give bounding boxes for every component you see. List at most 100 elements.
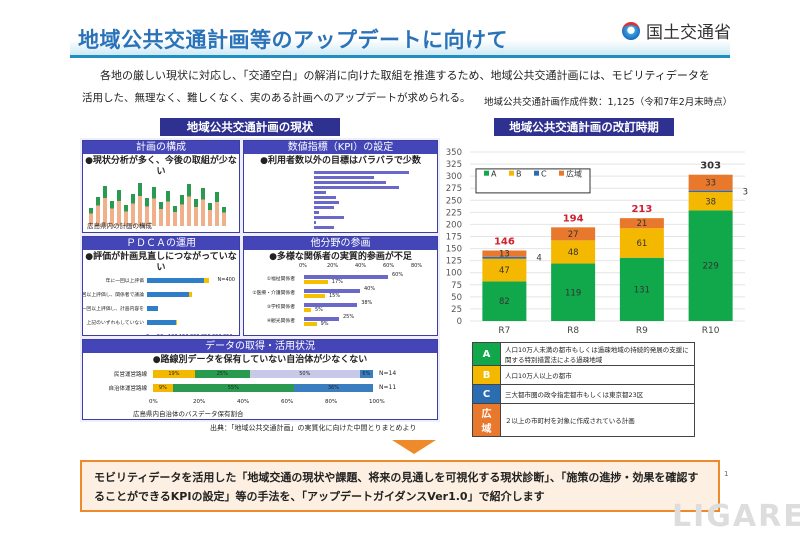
y-tick-label: 150 <box>446 245 462 255</box>
share-segment: 36% <box>293 384 373 392</box>
total-label: 146 <box>494 237 515 248</box>
mini-bar <box>314 211 319 214</box>
x-tick-label: 200 <box>190 334 200 335</box>
ministry-name: 国土交通省 <box>646 23 731 43</box>
pdca-row-label: 上記のいずれもしていない <box>86 321 144 326</box>
bar-segment-C <box>688 190 733 193</box>
y-tick-label: 225 <box>446 208 462 218</box>
x-tick-label: 100 <box>168 334 178 335</box>
panel-header: 計画の構成 <box>83 141 239 154</box>
mini-bar <box>314 176 374 179</box>
x-tick-label: 80% <box>325 399 338 405</box>
x-tick-label: 20% <box>193 399 206 405</box>
x-tick-label: 20% <box>327 263 339 269</box>
x-tick-label: 50 <box>157 334 163 335</box>
conclusion-box: モビリティデータを活用した「地域交通の現状や課題、将来の見通しを可視化する現状診… <box>80 460 720 512</box>
data-label: 3 <box>743 187 748 197</box>
ministry-logo: 国土交通省 <box>622 18 731 43</box>
stakeholder-label: ①福祉関係者 <box>266 277 295 282</box>
data-label: 48 <box>568 248 579 258</box>
legend-key: B <box>472 365 501 385</box>
pdca-bar-extra <box>188 292 193 297</box>
ministry-emblem-icon <box>622 21 640 40</box>
data-label: 33 <box>705 179 716 189</box>
legend-label: C <box>541 170 547 179</box>
legend-row: B 人口10万人以上の都市 <box>472 365 695 385</box>
bar-ideal <box>304 280 328 284</box>
panel-title: ●路線別データを保有していない自治体が少なくない <box>152 355 368 365</box>
legend-label: 広域 <box>566 169 582 179</box>
pdca-chart: 年に一回以上評価年に一回以上評価し、関係者で議論年に一回以上評価し、計画内容を上… <box>82 274 239 335</box>
mini-bar <box>138 183 142 226</box>
legend-swatch-C <box>534 170 539 176</box>
x-tick-label: 60% <box>383 263 395 269</box>
pdca-bar-extra <box>204 278 209 283</box>
bar-ideal <box>304 322 317 326</box>
revision-timing-chart: 0 25 50 75 100 125 150 175 200 225 250 275 300 325 350… <box>446 148 748 336</box>
x-tick-label: 350 <box>223 334 233 335</box>
intro-line-1: 各地の厳しい現状に対応し、「交通空白」の解消に向けた取組を推進するため、地域公共… <box>100 69 710 82</box>
data-label: 4 <box>536 254 541 264</box>
panel-pdca: ＰＤＣＡの運用 ●評価が計画見直しにつながっていない 年に一回以上評価年に一回以… <box>82 236 240 336</box>
x-tick-label: 60% <box>281 399 294 405</box>
x-tick-label: R7 <box>498 326 510 336</box>
legend-key: 広域 <box>472 403 501 437</box>
data-label: 38 <box>705 197 716 207</box>
sample-size: N=11 <box>379 384 397 391</box>
pdca-bar-value <box>147 278 205 283</box>
mini-bar <box>110 201 114 226</box>
value-label: 40% <box>364 286 376 292</box>
x-tick-label: 40% <box>237 399 250 405</box>
bar-segment-A <box>551 263 596 321</box>
mini-bar <box>314 206 334 209</box>
pdca-bar-value <box>147 320 176 325</box>
panel-header: 他分野の参画 <box>244 237 437 250</box>
stakeholder-chart: 0% 20% 40% 60% 80% ①福祉関係者 60% 17% ②医療・介護関係者 40% 15… <box>244 263 437 335</box>
stakeholder-label: ③学校関係者 <box>266 305 295 310</box>
bar-segment-A <box>688 210 733 321</box>
mini-bar <box>103 186 107 226</box>
bar-segment-C <box>482 256 527 259</box>
data-label: 82 <box>499 297 510 307</box>
y-tick-label: 125 <box>446 257 462 267</box>
mini-bar <box>314 226 334 229</box>
legend-description: 人口10万人以上の都市 <box>500 365 695 385</box>
data-holding-chart: 民営運営路線 19% 25% 50% 6% N=14 自治体運営路線 9% 55% 36% N=11… <box>83 366 437 408</box>
legend-label: A <box>491 170 497 179</box>
route-label: 自治体運営路線 <box>108 386 147 392</box>
mini-bar <box>194 199 198 226</box>
bar-segment-広域 <box>619 218 664 229</box>
mini-bar <box>314 181 386 184</box>
right-heading: 地域公共交通計画の改訂時期 <box>494 118 674 136</box>
mini-bar <box>208 203 212 226</box>
page-title: 地域公共交通計画等のアップデートに向けて <box>78 28 508 52</box>
kpi-mini-chart <box>314 171 429 231</box>
pdca-bar-value <box>147 306 158 311</box>
mini-bar <box>314 221 316 224</box>
mini-bar <box>117 190 121 226</box>
legend-description: 人口10万人未満の都市もしくは過疎地域の持続的発展の支援に関する特別措置法による… <box>500 342 695 366</box>
mini-bar <box>96 197 100 226</box>
legend-description: ２以上の市町村を対象に作成されている計画 <box>500 403 695 437</box>
x-tick-label: 0% <box>299 263 307 269</box>
pdca-row-label: 年に一回以上評価し、計画内容を <box>82 307 144 312</box>
y-tick-label: 325 <box>446 160 462 170</box>
panel-stakeholders: 他分野の参画 ●多様な関係者の実質的参画が不足 0% 20% 40% 60% 80% ①福… <box>243 236 438 336</box>
bar-segment-広域 <box>482 250 527 257</box>
panel-data: データの取得・活用状況 ●路線別データを保有していない自治体が少なくない 民営運… <box>82 339 438 420</box>
x-tick-label: 150 <box>179 334 189 335</box>
mini-bar <box>314 171 409 174</box>
y-tick-label: 50 <box>451 293 462 303</box>
stakeholder-label: ④観光関係者 <box>266 319 295 324</box>
value-label: 17% <box>331 279 343 285</box>
bar-current <box>304 289 360 293</box>
share-segment: 55% <box>172 384 294 392</box>
x-tick-label: 100% <box>369 399 385 405</box>
chart-legend <box>475 168 591 194</box>
data-label: 61 <box>636 239 647 249</box>
share-segment: 19% <box>153 370 195 378</box>
y-tick-label: 75 <box>451 281 462 291</box>
left-heading: 地域公共交通計画の現状 <box>160 118 340 136</box>
data-label: 229 <box>703 262 719 272</box>
route-label: 民営運営路線 <box>113 372 147 378</box>
